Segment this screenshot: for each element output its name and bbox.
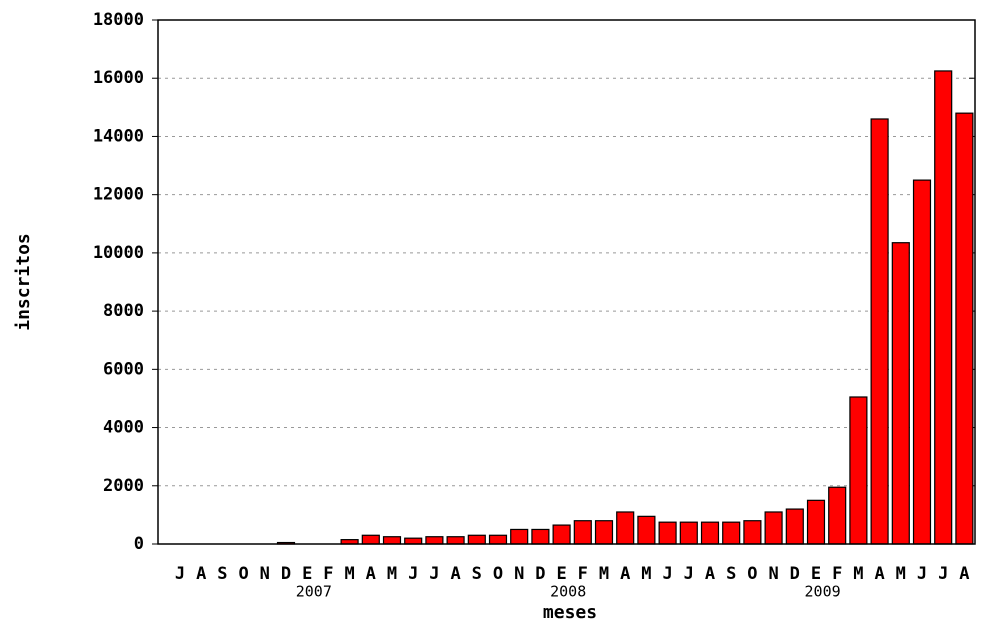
x-tick-label: O	[493, 564, 503, 584]
y-tick-label: 10000	[93, 243, 144, 263]
bar	[510, 528, 529, 545]
x-tick-label: M	[896, 564, 906, 584]
x-tick-label: A	[196, 564, 206, 584]
y-tick-label: 0	[134, 534, 144, 554]
x-tick-label: F	[323, 564, 333, 584]
y-tick-label: 18000	[93, 10, 144, 30]
x-tick-label: J	[938, 564, 948, 584]
year-label: 2008	[550, 583, 586, 601]
x-tick-label: S	[217, 564, 227, 584]
bar	[955, 112, 974, 545]
bar	[361, 534, 380, 545]
x-tick-label: A	[366, 564, 376, 584]
bar	[425, 536, 444, 545]
bar	[934, 70, 953, 545]
y-tick-label: 12000	[93, 185, 144, 205]
x-tick-label: J	[917, 564, 927, 584]
x-tick-label: E	[556, 564, 566, 584]
bar	[912, 179, 932, 545]
x-tick-label: N	[768, 564, 778, 584]
x-tick-label: J	[684, 564, 694, 584]
plot-frame	[157, 19, 976, 545]
x-tick-label: A	[874, 564, 884, 584]
x-tick-label: N	[514, 564, 524, 584]
x-tick-label: S	[726, 564, 736, 584]
bar	[488, 534, 508, 545]
bar	[446, 536, 465, 545]
x-tick-label: E	[302, 564, 312, 584]
x-tick-label: O	[747, 564, 757, 584]
bar	[785, 508, 804, 545]
x-tick-label: F	[578, 564, 588, 584]
bar	[573, 520, 592, 545]
x-tick-label: A	[959, 564, 969, 584]
x-tick-label: D	[281, 564, 291, 584]
x-tick-label: J	[429, 564, 439, 584]
x-tick-label: F	[832, 564, 842, 584]
y-tick-label: 6000	[103, 359, 144, 379]
y-axis-label: inscritos	[13, 233, 34, 331]
x-tick-label: S	[472, 564, 482, 584]
bar	[594, 520, 614, 545]
bar	[637, 515, 656, 545]
bar	[743, 520, 762, 545]
bar	[531, 528, 550, 545]
y-tick-label: 16000	[93, 68, 144, 88]
year-label: 2007	[296, 583, 332, 601]
bar	[870, 118, 889, 545]
x-tick-label: D	[535, 564, 545, 584]
x-tick-label: M	[599, 564, 609, 584]
y-tick-label: 2000	[103, 476, 144, 496]
x-tick-label: A	[450, 564, 460, 584]
bar	[382, 536, 402, 545]
bar	[679, 521, 698, 545]
x-tick-label: M	[387, 564, 397, 584]
x-tick-label: J	[175, 564, 185, 584]
x-tick-label: O	[238, 564, 248, 584]
y-tick-label: 8000	[103, 301, 144, 321]
x-tick-label: M	[641, 564, 651, 584]
bar	[467, 534, 486, 545]
x-tick-label: A	[705, 564, 715, 584]
bar	[722, 521, 741, 545]
x-tick-label: A	[620, 564, 630, 584]
bar	[658, 521, 677, 545]
bar	[891, 242, 910, 545]
x-tick-label: J	[408, 564, 418, 584]
bar	[552, 524, 571, 545]
x-tick-label: J	[662, 564, 672, 584]
year-label: 2009	[805, 583, 841, 601]
bar	[700, 521, 720, 545]
x-tick-label: N	[260, 564, 270, 584]
y-tick-label: 4000	[103, 418, 144, 438]
bar	[849, 396, 868, 545]
bar	[616, 511, 635, 545]
x-tick-label: M	[344, 564, 354, 584]
bar	[404, 537, 423, 545]
bar	[806, 499, 826, 545]
x-tick-label: E	[811, 564, 821, 584]
x-axis-label: meses	[543, 602, 597, 623]
bar	[828, 486, 847, 545]
x-tick-label: D	[790, 564, 800, 584]
x-tick-label: M	[853, 564, 863, 584]
bar	[764, 511, 783, 545]
y-tick-label: 14000	[93, 126, 144, 146]
